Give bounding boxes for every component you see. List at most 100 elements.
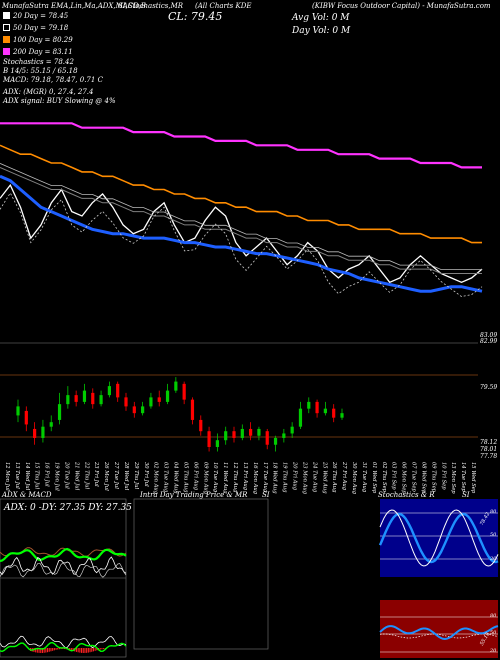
date-label: 23 Mon Aug <box>301 461 307 495</box>
macd-hist-bar <box>91 648 93 652</box>
adx-panel-title: ADX & MACD <box>2 491 52 499</box>
macd-hist-bar <box>77 648 79 653</box>
candle-body <box>199 419 203 432</box>
stoch-d-line <box>378 512 499 564</box>
date-label: 19 Thu Aug <box>282 462 288 493</box>
header-top-left: MunafaSutra EMA,Lin,Ma,ADX,MACD,B <box>2 2 146 10</box>
date-label: 14 Tue Sep <box>460 462 466 492</box>
candle-body <box>249 428 253 436</box>
candle-body <box>107 386 111 396</box>
macd-hist-bar <box>40 648 42 653</box>
indicator-panels <box>0 498 499 658</box>
date-label: 27 Tue Jul <box>113 461 119 489</box>
date-label: 23 Fri Jul <box>93 461 99 487</box>
date-label: 30 Fri Jul <box>143 462 149 487</box>
date-label: 15 Wed Sep <box>470 462 476 494</box>
intra-panel-si: SI <box>262 491 270 499</box>
macd-hist-bar <box>103 648 105 650</box>
macd-hist-bar <box>57 648 59 650</box>
macd-hist-bar <box>94 648 96 651</box>
date-label: 28 Wed Jul <box>123 461 129 491</box>
date-label: 20 Tue Jul <box>63 461 69 489</box>
legend-ema200-text: 200 Day = 83.11 <box>13 48 73 56</box>
ema-lines-group <box>0 122 483 298</box>
stoch-k-line <box>379 509 499 567</box>
candle-body <box>257 428 261 436</box>
macd-hist-bar <box>86 648 88 653</box>
header-top-center: (All Charts KDE <box>195 2 252 10</box>
adx-line: ADX: (MGR) 0, 27.4, 27.4 <box>3 88 94 96</box>
date-label: 10 Fri Sep <box>440 462 446 490</box>
candle-body <box>41 426 45 438</box>
si-level-80: 80 <box>490 613 497 619</box>
candle-body <box>232 431 236 438</box>
header-top-right: (KIBW Focus Outdoor Capital) - MunafaSut… <box>312 2 491 10</box>
intra-day-panel-frame <box>133 498 269 650</box>
adx-signal-line: ADX signal: BUY Slowing @ 4% <box>3 97 116 105</box>
si-level-20: 20 <box>490 648 497 654</box>
candle-body <box>224 431 228 441</box>
macd-hist-bar <box>53 648 55 651</box>
close-price: CL: 79.45 <box>168 10 223 23</box>
legend-ema50-swatch <box>3 24 10 31</box>
macd-hist-bar <box>75 648 77 652</box>
date-label: 15 Thu Jul <box>34 462 40 489</box>
line-50-day-upper <box>0 163 482 270</box>
candle-body <box>298 408 303 427</box>
date-label: 19 Mon Jul <box>54 462 60 491</box>
macd-hist-bar <box>36 648 38 653</box>
macd-hist-bar <box>43 648 45 653</box>
candle-body <box>82 390 87 402</box>
stoch-level-80: 80 <box>490 509 497 515</box>
candle-body <box>99 395 103 405</box>
macd-line: MACD: 79.18, 78.47, 0.71 C <box>3 76 103 84</box>
price-label-2: 82.99 <box>480 338 498 345</box>
date-label: 13 Tue Jul <box>14 462 20 489</box>
candle-body <box>57 404 62 420</box>
macd-hist-bar <box>99 648 101 650</box>
bbands-line: B 14/5: 55.15 / 65.18 <box>3 67 78 75</box>
date-label: 13 Mon Sep <box>450 462 456 494</box>
date-axis: 12 Mon Jul 13 Tue Jul 14 Wed Jul 15 Thu Jul… <box>4 461 476 495</box>
candlestick-group <box>0 342 478 452</box>
macd-hist-bar <box>47 648 49 653</box>
date-label: 02 Thu Sep <box>381 462 387 493</box>
date-label: 05 Thu Aug <box>182 462 188 493</box>
candle-body <box>24 410 28 425</box>
date-label: 09 Mon Aug <box>202 462 208 495</box>
date-label: 27 Fri Aug <box>341 461 347 491</box>
macd-hist-bar <box>70 648 72 651</box>
price-label-1: 83.09 <box>480 332 498 339</box>
candle-body <box>132 406 136 414</box>
candle-body <box>116 383 120 398</box>
date-label: 11 Wed Aug <box>222 462 228 494</box>
candle-body <box>323 408 327 414</box>
macd-hist-bar <box>84 648 86 653</box>
macd-hist-bar <box>41 648 43 653</box>
candle-body <box>91 392 95 405</box>
legend-ema20-swatch <box>3 12 10 19</box>
macd-hist-bar <box>58 648 60 650</box>
date-label: 06 Fri Aug <box>192 462 198 491</box>
line-50-day <box>0 166 482 274</box>
candle-body <box>49 422 53 427</box>
date-label: 26 Mon Jul <box>103 461 109 491</box>
candle-body <box>124 397 128 407</box>
candle-body <box>215 440 219 447</box>
candle-body <box>307 401 311 409</box>
candle-body <box>207 431 211 447</box>
si-level-50: 50 <box>490 630 497 636</box>
legend-ema200-swatch <box>3 48 10 55</box>
legend-ema100: 100 Day = 80.29 <box>3 36 73 44</box>
macd-hist-bar <box>72 648 74 651</box>
price-label-6: 77.78 <box>480 453 498 460</box>
date-label: 03 Tue Aug <box>163 462 169 493</box>
legend-ema50: 50 Day = 79.18 <box>3 24 68 32</box>
date-label: 22 Thu Jul <box>83 461 89 489</box>
macd-hist-bar <box>48 648 50 652</box>
day-volume: Day Vol: 0 M <box>292 26 351 36</box>
date-label: 18 Wed Aug <box>272 462 278 494</box>
si-signal-line <box>379 633 499 639</box>
macd-hist-bar <box>50 648 52 652</box>
macd-hist-bar <box>52 648 54 651</box>
